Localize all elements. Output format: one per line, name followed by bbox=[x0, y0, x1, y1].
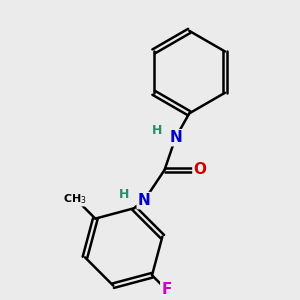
Text: N: N bbox=[138, 193, 151, 208]
Text: H: H bbox=[152, 124, 162, 137]
Text: F: F bbox=[161, 282, 172, 297]
Text: H: H bbox=[118, 188, 129, 201]
Text: N: N bbox=[169, 130, 182, 145]
Text: O: O bbox=[194, 162, 206, 177]
Text: CH$_3$: CH$_3$ bbox=[63, 192, 87, 206]
